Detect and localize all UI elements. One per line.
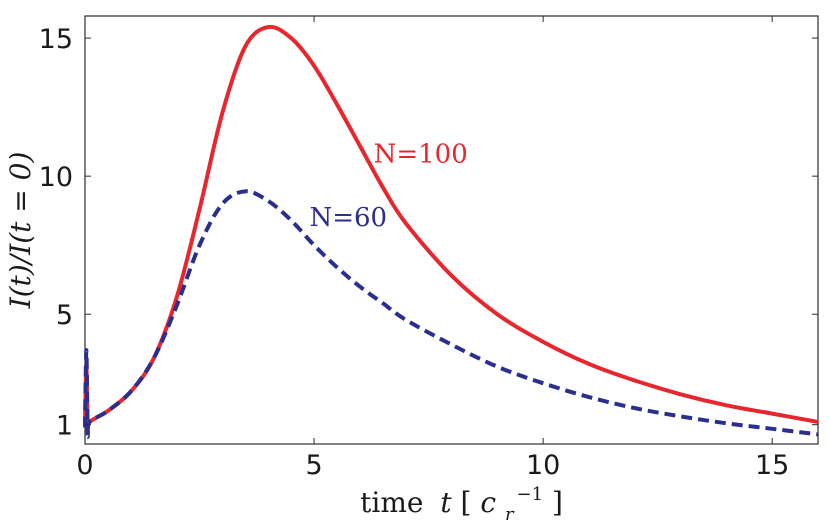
x-tick-label: 10 (526, 450, 560, 481)
y-tick-label: 15 (39, 24, 73, 55)
x-axis-label-prefix: time (360, 486, 423, 519)
x-tick-label: 15 (755, 450, 789, 481)
x-axis-label-unit-base: c (480, 486, 496, 519)
x-axis-label-unit-subscript: r (505, 504, 515, 525)
series-layer (83, 24, 819, 439)
y-tick-label: 1 (56, 411, 73, 442)
x-axis-label-variable: t (440, 486, 452, 519)
series-line-n-100 (83, 24, 819, 436)
annotation-layer: N=100 N=60 (309, 139, 467, 233)
y-tick-label: 5 (56, 300, 73, 331)
series-annotation-n-100: N=100 (374, 139, 468, 169)
y-tick-label: 10 (39, 162, 73, 193)
plot-frame (84, 15, 819, 445)
series-line-n-60 (83, 189, 819, 439)
x-axis-label-open-bracket: [ (461, 486, 472, 519)
x-axis-label-close-bracket: ] (552, 486, 563, 519)
x-axis-label-unit-superscript: −1 (516, 484, 543, 505)
x-tick-label: 5 (305, 450, 322, 481)
x-axis-label: time t [ c r −1 ] (360, 474, 563, 525)
y-axis-label: I(t)/I(t = 0) (4, 152, 37, 310)
series-annotation-n-60: N=60 (309, 203, 387, 233)
x-tick-label: 0 (76, 450, 93, 481)
